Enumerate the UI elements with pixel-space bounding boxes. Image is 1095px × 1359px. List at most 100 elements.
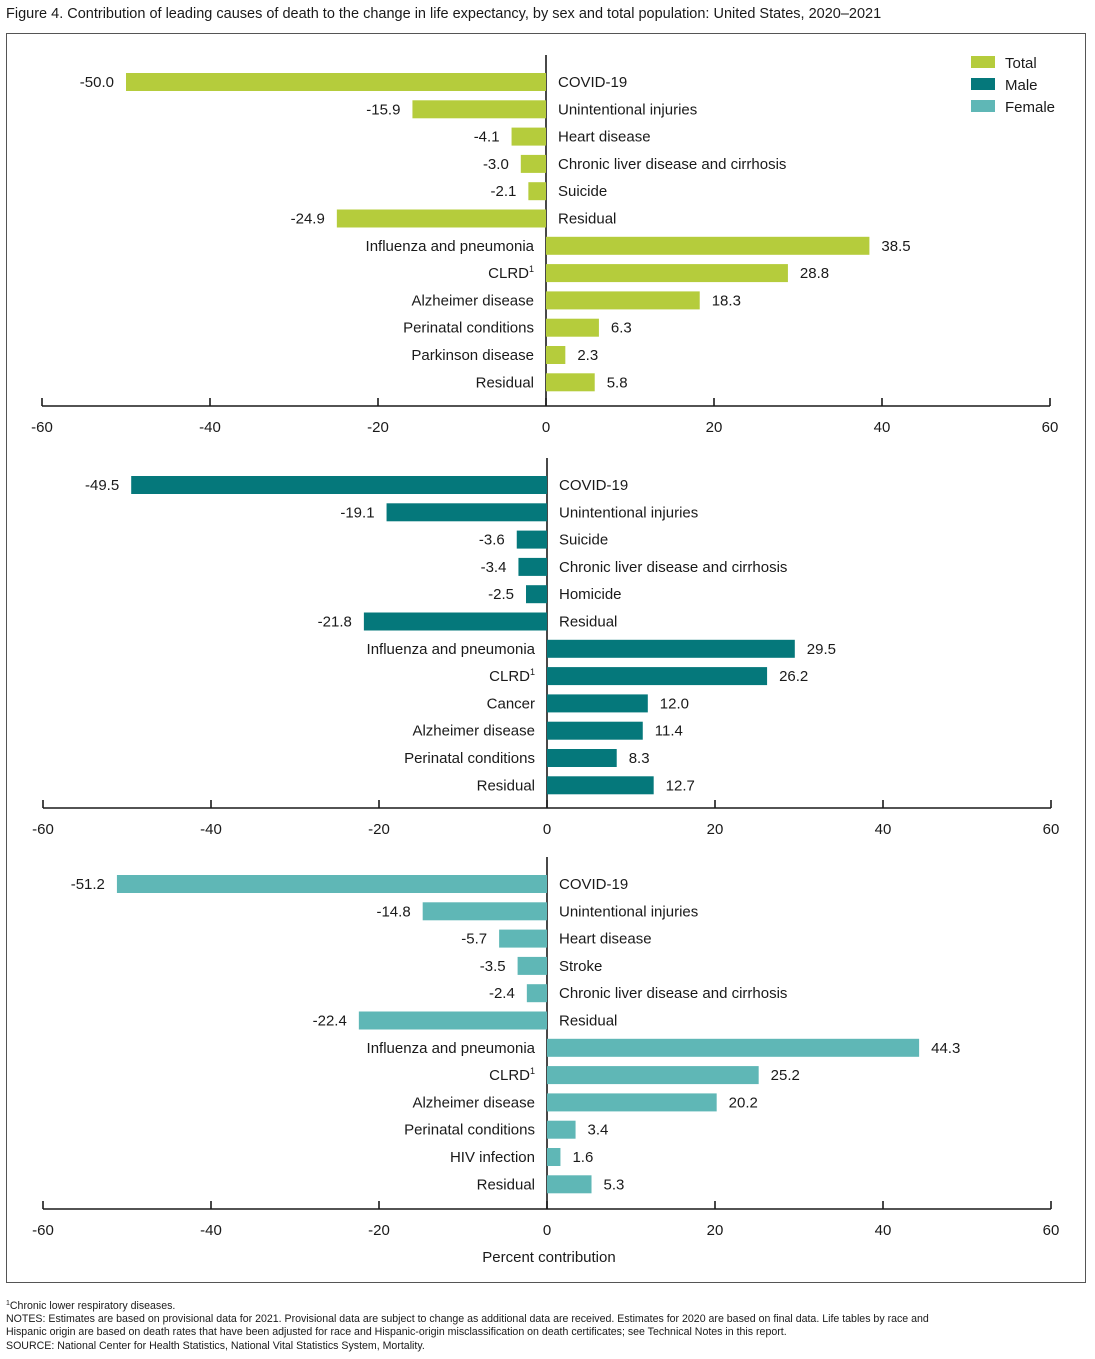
female-x-tick-label: -60	[32, 1222, 54, 1239]
male-category-label: COVID-19	[559, 477, 628, 494]
total-value-label: -50.0	[80, 74, 114, 91]
female-category-label: HIV infection	[450, 1149, 535, 1166]
female-value-label: 3.4	[588, 1122, 609, 1139]
male-category-label: Perinatal conditions	[404, 750, 535, 767]
female-bar	[547, 1148, 561, 1166]
female-value-label: 25.2	[771, 1067, 800, 1084]
footnote-marker: 1	[6, 1300, 10, 1307]
legend-swatch-male	[971, 78, 995, 90]
female-value-label: -3.5	[480, 958, 506, 975]
male-bar	[547, 776, 654, 795]
male-category-label: Residual	[559, 614, 617, 631]
total-x-tick-label: 60	[1042, 419, 1059, 436]
legend-label-female: Female	[1005, 99, 1055, 116]
total-category-label: Alzheimer disease	[411, 292, 534, 309]
female-bar	[499, 929, 547, 948]
female-bar	[422, 902, 547, 921]
source-line: SOURCE: National Center for Health Stati…	[6, 1339, 425, 1352]
male-category-label: Cancer	[487, 695, 535, 712]
total-bar	[511, 127, 546, 146]
male-x-tick-label: -20	[368, 821, 390, 838]
total-category-label: Suicide	[558, 183, 607, 200]
legend-label-male: Male	[1005, 77, 1038, 94]
total-category-label: COVID-19	[558, 74, 627, 91]
total-bar	[546, 346, 566, 364]
female-value-label: 20.2	[729, 1094, 758, 1111]
female-category-label: Chronic liver disease and cirrhosis	[559, 985, 787, 1002]
female-bar	[116, 875, 548, 893]
total-value-label: -24.9	[291, 211, 325, 228]
male-category-label: Unintentional injuries	[559, 504, 698, 521]
total-value-label: 38.5	[881, 238, 910, 255]
male-value-label: -3.6	[479, 532, 505, 549]
x-axis-title: Percent contribution	[482, 1249, 615, 1266]
male-value-label: 8.3	[629, 750, 650, 767]
total-bar	[546, 236, 870, 255]
male-x-tick-label: -60	[32, 821, 54, 838]
total-category-label: Influenza and pneumonia	[366, 238, 535, 255]
female-category-label: CLRD1	[489, 1066, 535, 1084]
female-category-sup: 1	[530, 1066, 535, 1076]
male-value-label: -49.5	[85, 477, 119, 494]
female-category-label: Heart disease	[559, 931, 652, 948]
female-x-tick-label: 20	[707, 1222, 724, 1239]
female-category-label: Alzheimer disease	[412, 1094, 535, 1111]
male-bar	[516, 530, 547, 549]
female-category-label: Influenza and pneumonia	[367, 1040, 536, 1057]
female-category-label: Residual	[559, 1013, 617, 1030]
total-bar	[412, 100, 546, 119]
total-bar	[528, 182, 546, 201]
female-value-label: -5.7	[461, 931, 487, 948]
male-value-label: -19.1	[340, 504, 374, 521]
male-value-label: 12.0	[660, 695, 689, 712]
notes-section: 1Chronic lower respiratory diseases. NOT…	[6, 1297, 1086, 1353]
female-value-label: -51.2	[71, 876, 105, 893]
female-bar	[358, 1011, 547, 1030]
female-x-tick-label: 60	[1043, 1222, 1060, 1239]
total-bar	[336, 209, 546, 228]
male-value-label: 26.2	[779, 668, 808, 685]
notes-line-1: NOTES: Estimates are based on provisiona…	[6, 1313, 929, 1326]
total-x-tick-label: 0	[542, 419, 550, 436]
total-x-tick-label: -60	[31, 419, 53, 436]
female-x-tick-label: -20	[368, 1222, 390, 1239]
total-x-tick-label: 40	[874, 419, 891, 436]
total-category-label: Heart disease	[558, 129, 651, 146]
male-x-tick-label: 0	[543, 821, 551, 838]
female-value-label: -22.4	[313, 1013, 347, 1030]
legend-swatch-total	[971, 56, 995, 68]
female-bar	[547, 1175, 592, 1194]
female-category-label: Unintentional injuries	[559, 903, 698, 920]
female-bar	[547, 1093, 717, 1112]
female-x-tick-label: -40	[200, 1222, 222, 1239]
chart-frame	[6, 33, 1086, 1283]
notes-line-2: Hispanic origin are based on death rates…	[6, 1326, 787, 1339]
total-bar	[546, 373, 595, 392]
total-category-label: Unintentional injuries	[558, 101, 697, 118]
footnote: 1Chronic lower respiratory diseases.	[6, 1297, 1086, 1313]
total-value-label: 28.8	[800, 265, 829, 282]
total-bar	[546, 318, 599, 337]
male-category-label: Alzheimer disease	[412, 723, 535, 740]
male-bar	[547, 694, 648, 713]
male-x-tick-label: 60	[1043, 821, 1060, 838]
total-value-label: 6.3	[611, 320, 632, 337]
total-category-label: Residual	[558, 211, 616, 228]
female-bar	[547, 1066, 759, 1085]
female-bar	[547, 1120, 576, 1139]
female-category-label: Perinatal conditions	[404, 1122, 535, 1139]
female-category-label: COVID-19	[559, 876, 628, 893]
figure-title: Figure 4. Contribution of leading causes…	[6, 6, 882, 22]
total-x-tick-label: -20	[367, 419, 389, 436]
male-value-label: 11.4	[655, 723, 683, 740]
male-value-label: 29.5	[807, 641, 836, 658]
female-value-label: -2.4	[489, 985, 515, 1002]
male-value-label: 12.7	[666, 777, 695, 794]
male-bar	[386, 503, 547, 522]
total-category-sup: 1	[529, 264, 534, 274]
male-category-label: CLRD1	[489, 667, 535, 685]
total-value-label: 18.3	[712, 292, 741, 309]
female-category-label: Stroke	[559, 958, 602, 975]
footnote-text: Chronic lower respiratory diseases.	[9, 1300, 176, 1312]
male-bar	[547, 639, 795, 658]
